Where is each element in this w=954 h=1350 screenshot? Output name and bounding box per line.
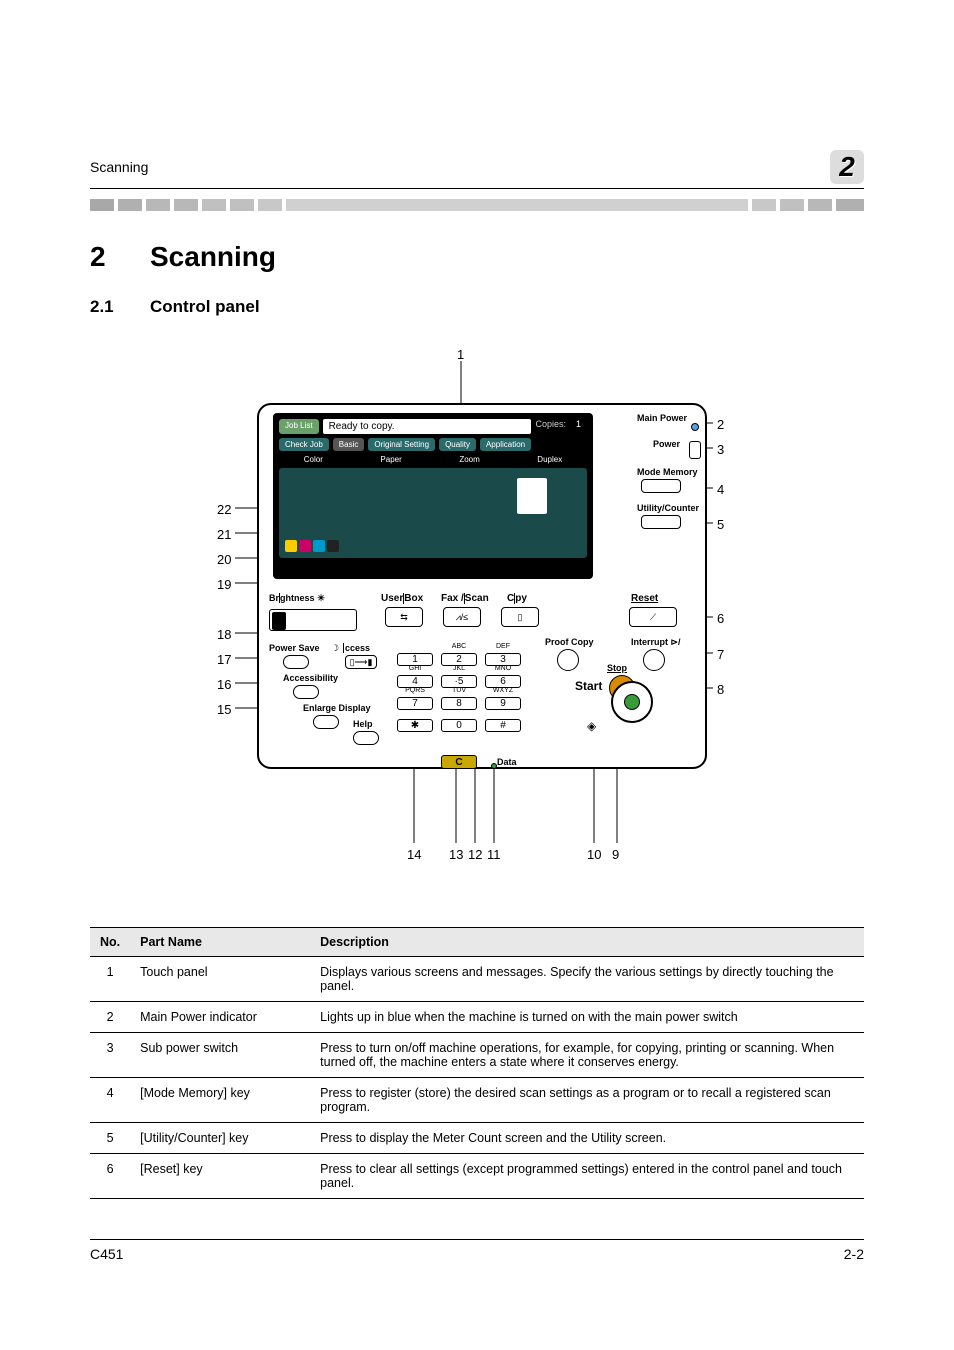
keypad-9[interactable]: 9	[485, 697, 521, 710]
utility-counter-label: Utility/Counter	[637, 503, 699, 513]
table-row: 4[Mode Memory] keyPress to register (sto…	[90, 1078, 864, 1123]
start-button-ring[interactable]	[611, 681, 653, 723]
reset-label: Reset	[631, 593, 658, 604]
interrupt-label: Interrupt ⊳/	[631, 637, 681, 648]
callout-13: 13	[449, 847, 463, 862]
numeric-keypad: 1ABC2DEF3GHI4JKL·5MNO6PQRS7TUV8WXYZ9✱0#	[397, 653, 521, 737]
proof-copy-label: Proof Copy	[545, 637, 594, 647]
callout-14: 14	[407, 847, 421, 862]
brightness-label: Brghtness ☀	[269, 593, 325, 604]
stop-label: Stop	[607, 663, 627, 673]
keypad-8[interactable]: 8	[441, 697, 477, 710]
brightness-slider[interactable]	[269, 609, 357, 631]
clear-key[interactable]: C	[441, 755, 477, 769]
interrupt-button[interactable]	[643, 649, 665, 671]
header-chapter-badge: 2	[830, 150, 864, 184]
enlarge-display-label: Enlarge Display	[303, 703, 371, 713]
col-no: No.	[90, 928, 130, 957]
keypad-7[interactable]: 7	[397, 697, 433, 710]
callout-21: 21	[217, 527, 231, 542]
callout-1: 1	[457, 347, 464, 362]
copy-button[interactable]: ▯	[501, 607, 539, 627]
footer-page-number: 2-2	[844, 1246, 864, 1262]
callout-7: 7	[717, 647, 724, 662]
main-power-indicator	[691, 423, 699, 431]
power-save-label: Power Save	[269, 643, 320, 653]
lcd-joblist-tab[interactable]: Job List	[279, 419, 319, 434]
lcd-status-text: Ready to copy.	[323, 419, 532, 434]
power-save-button[interactable]	[283, 655, 309, 669]
power-label: Power	[653, 439, 680, 449]
accessibility-button[interactable]	[293, 685, 319, 699]
callout-3: 3	[717, 442, 724, 457]
callout-12: 12	[468, 847, 482, 862]
callout-15: 15	[217, 702, 231, 717]
callout-22: 22	[217, 502, 231, 517]
reset-button[interactable]: ⟋	[629, 607, 677, 627]
start-label: Start	[575, 679, 602, 693]
accessibility-label: Accessibility	[283, 673, 338, 683]
callout-8: 8	[717, 682, 724, 697]
help-label: Help	[353, 719, 373, 729]
table-header-row: No. Part Name Description	[90, 928, 864, 957]
col-description: Description	[310, 928, 864, 957]
table-row: 5[Utility/Counter] keyPress to display t…	[90, 1123, 864, 1154]
chapter-title: 2Scanning	[90, 241, 864, 273]
proof-copy-button[interactable]	[557, 649, 579, 671]
callout-20: 20	[217, 552, 231, 567]
fax-scan-label: Fax /Scan	[441, 593, 489, 604]
parts-table: No. Part Name Description 1Touch panelDi…	[90, 927, 864, 1199]
callout-17: 17	[217, 652, 231, 667]
lcd-preview-area[interactable]	[279, 468, 587, 558]
callout-10: 10	[587, 847, 601, 862]
mode-memory-button[interactable]	[641, 479, 681, 493]
callout-16: 16	[217, 677, 231, 692]
access-button[interactable]: ▯⟶▮	[345, 655, 377, 669]
data-indicator	[491, 763, 497, 769]
callout-18: 18	[217, 627, 231, 642]
control-panel-diagram: Job List Ready to copy. Copies: 1 Check …	[90, 347, 864, 887]
callout-6: 6	[717, 611, 724, 626]
decorative-stripe	[90, 199, 864, 211]
fax-scan-button[interactable]: ⩘/≤	[443, 607, 481, 627]
callout-2: 2	[717, 417, 724, 432]
header-section-name: Scanning	[90, 159, 148, 175]
touch-panel-lcd[interactable]: Job List Ready to copy. Copies: 1 Check …	[273, 413, 593, 579]
table-row: 6[Reset] keyPress to clear all settings …	[90, 1154, 864, 1199]
mode-memory-label: Mode Memory	[637, 467, 698, 477]
help-button[interactable]	[353, 731, 379, 745]
page: Scanning 2 2Scanning 2.1Control panel	[0, 0, 954, 1322]
main-power-label: Main Power	[637, 413, 687, 423]
keypad-✱[interactable]: ✱	[397, 719, 433, 732]
data-label: Data	[497, 757, 517, 767]
running-header: Scanning 2	[90, 150, 864, 189]
start-button-inner	[624, 694, 640, 710]
col-part-name: Part Name	[130, 928, 310, 957]
lcd-copy-count: 1	[570, 419, 587, 434]
table-row: 2Main Power indicatorLights up in blue w…	[90, 1002, 864, 1033]
callout-4: 4	[717, 482, 724, 497]
keypad-0[interactable]: 0	[441, 719, 477, 732]
access-label: ccess	[343, 643, 370, 653]
utility-counter-button[interactable]	[641, 515, 681, 529]
sub-power-switch[interactable]	[689, 441, 701, 459]
diagram-canvas: Job List Ready to copy. Copies: 1 Check …	[217, 347, 737, 887]
userbox-label: UserBox	[381, 593, 423, 604]
table-row: 3Sub power switchPress to turn on/off ma…	[90, 1033, 864, 1078]
callout-19: 19	[217, 577, 231, 592]
copy-label: Cpy	[507, 593, 527, 604]
footer-model: C451	[90, 1246, 123, 1262]
callout-5: 5	[717, 517, 724, 532]
keypad-#[interactable]: #	[485, 719, 521, 732]
table-row: 1Touch panelDisplays various screens and…	[90, 957, 864, 1002]
userbox-button[interactable]: ⇆	[385, 607, 423, 627]
section-heading: 2.1Control panel	[90, 297, 864, 317]
page-footer: C451 2-2	[90, 1239, 864, 1262]
enlarge-display-button[interactable]	[313, 715, 339, 729]
callout-11: 11	[487, 847, 501, 862]
callout-9: 9	[612, 847, 619, 862]
